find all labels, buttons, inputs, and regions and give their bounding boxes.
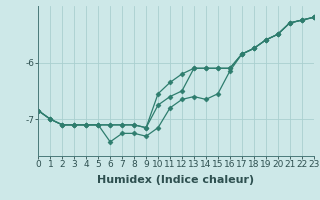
X-axis label: Humidex (Indice chaleur): Humidex (Indice chaleur) [97,175,255,185]
